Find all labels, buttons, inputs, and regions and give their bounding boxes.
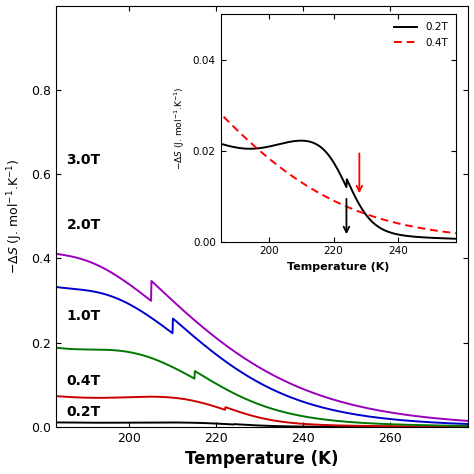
Text: 3.0T: 3.0T (66, 153, 100, 166)
X-axis label: Temperature (K): Temperature (K) (185, 450, 339, 468)
Text: 1.0T: 1.0T (66, 309, 100, 322)
Text: 2.0T: 2.0T (66, 218, 100, 232)
Text: 0.2T: 0.2T (66, 405, 100, 419)
Y-axis label: $-\Delta S$ (J. mol$^{-1}$.K$^{-1}$): $-\Delta S$ (J. mol$^{-1}$.K$^{-1}$) (6, 159, 25, 274)
Text: 0.4T: 0.4T (66, 374, 100, 388)
